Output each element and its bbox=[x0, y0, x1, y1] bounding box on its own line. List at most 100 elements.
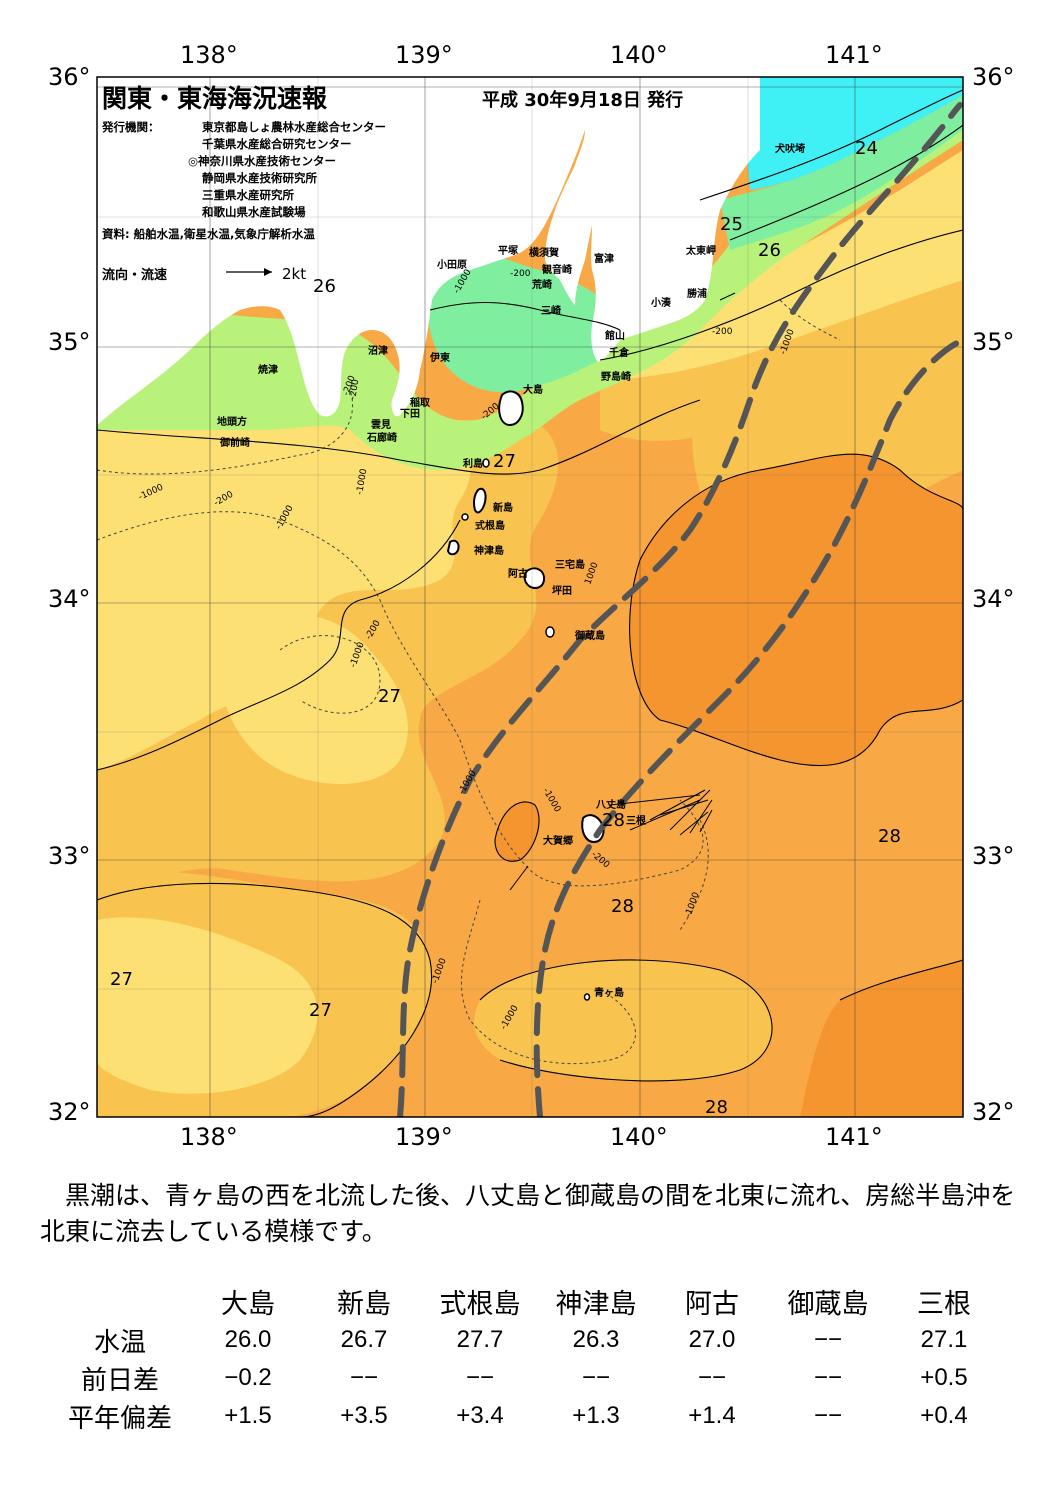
place-inubozaki: 犬吠埼 bbox=[775, 142, 805, 155]
kuroshio-outer-boundary bbox=[533, 337, 963, 1117]
tick-lat-35-right: 35° bbox=[972, 328, 1015, 356]
place-hachijojima: 八丈島 bbox=[595, 798, 626, 811]
flow-legend: 流向・流速 2kt bbox=[102, 265, 306, 283]
table-cell: +1.4 bbox=[688, 1402, 736, 1429]
island-oshima bbox=[498, 390, 524, 427]
island-temperature-table: 大島 新島 式根島 神津島 阿古 御蔵島 三根 水温 26.0 26.7 27.… bbox=[50, 1282, 1002, 1435]
place-nojimazaki: 野島崎 bbox=[601, 370, 631, 383]
tick-lon-139-bottom: 139° bbox=[395, 1123, 453, 1151]
depth-label: -200 bbox=[712, 327, 733, 337]
sst-zone-23-24-north bbox=[426, 240, 620, 393]
sst-zone-28-plus-hachijo bbox=[495, 801, 540, 862]
place-kozushima: 神津島 bbox=[474, 544, 504, 557]
issuer-6: 和歌山県水産試験場 bbox=[202, 205, 306, 219]
place-katsuura: 勝浦 bbox=[687, 287, 707, 300]
tick-lat-35-left: 35° bbox=[48, 328, 91, 356]
isotherm-label: 28 bbox=[705, 1097, 728, 1118]
place-ako: 阿古 bbox=[508, 567, 528, 580]
place-okago: 大賀郷 bbox=[543, 834, 573, 847]
island-aogashima bbox=[583, 993, 591, 1001]
tick-lat-34-left: 34° bbox=[48, 585, 91, 613]
table-column-header: 阿古 bbox=[685, 1289, 739, 1320]
place-odawara: 小田原 bbox=[436, 258, 467, 271]
table-row-label: 前日差 bbox=[80, 1365, 159, 1396]
issue-date: 平成 30年9月18日 発行 bbox=[482, 89, 683, 111]
place-yaizu: 焼津 bbox=[258, 363, 278, 376]
table-row-label: 水温 bbox=[93, 1327, 146, 1358]
place-tsubota: 坪田 bbox=[552, 584, 572, 597]
place-shimoda: 下田 bbox=[400, 408, 420, 420]
table-cell: +0.4 bbox=[920, 1402, 968, 1429]
sst-zone-below-23-northeast bbox=[740, 77, 963, 190]
place-names: 犬吠埼 太東岬 勝浦 小湊 小田原 平塚 横須賀 観音崎 富津 荒崎 三崎 館山… bbox=[217, 142, 805, 999]
kuroshio-axis bbox=[397, 102, 963, 1117]
isotherm-label: 24 bbox=[855, 138, 878, 159]
place-shikinejima: 式根島 bbox=[475, 519, 505, 532]
land-honshu bbox=[97, 77, 760, 425]
table-column-header: 新島 bbox=[337, 1289, 391, 1320]
sst-zone-26-27-aogashima bbox=[474, 960, 773, 1081]
isotherm-labels: 26 24 25 26 27 27 28 28 28 27 27 28 bbox=[110, 138, 901, 1118]
isotherm-label: 28 bbox=[602, 810, 625, 831]
graticule bbox=[97, 77, 963, 1117]
table-cell: −− bbox=[581, 1364, 611, 1391]
table-cell: −− bbox=[349, 1364, 379, 1391]
place-numazu: 沼津 bbox=[368, 344, 388, 357]
isotherms bbox=[97, 89, 963, 1117]
sea-temperature-map: 138° 139° 140° 141° 138° 139° 140° 141° … bbox=[48, 41, 1015, 1151]
place-chikura: 千倉 bbox=[609, 346, 630, 359]
place-kominato: 小湊 bbox=[650, 296, 672, 309]
kuroshio-summary: 黒潮は、青ヶ島の西を北流した後、八丈島と御蔵島の間を北東に流れ、房総半島沖を北東… bbox=[40, 1181, 1016, 1246]
place-mikurajima: 御蔵島 bbox=[574, 629, 605, 642]
tick-lon-138-top: 138° bbox=[180, 41, 238, 69]
place-inatori: 稲取 bbox=[410, 396, 431, 409]
place-taitomisaki: 太東岬 bbox=[685, 244, 716, 257]
issuer-5: 三重県水産研究所 bbox=[202, 188, 294, 202]
table-cell: 27.1 bbox=[920, 1326, 968, 1353]
table-cell: +0.5 bbox=[920, 1364, 968, 1391]
issuers-label: 発行機関： bbox=[101, 120, 160, 134]
tick-lat-33-left: 33° bbox=[48, 842, 91, 870]
place-misaki: 三崎 bbox=[541, 304, 561, 317]
current-vectors bbox=[509, 292, 736, 891]
flow-legend-label: 流向・流速 bbox=[102, 267, 167, 283]
isotherm-label: 26 bbox=[758, 240, 781, 261]
place-omaezaki: 御前崎 bbox=[219, 436, 250, 449]
tick-lon-140-bottom: 140° bbox=[610, 1123, 668, 1151]
table-cell: −− bbox=[813, 1364, 843, 1391]
table-cell: +3.4 bbox=[456, 1402, 504, 1429]
arrowhead-icon bbox=[264, 268, 272, 276]
table-column-header: 大島 bbox=[221, 1289, 275, 1320]
sst-zone-25-26-west bbox=[97, 420, 471, 770]
island-mikurajima bbox=[545, 626, 555, 638]
tick-lat-36-left: 36° bbox=[48, 63, 91, 91]
place-hiratsuka: 平塚 bbox=[498, 244, 518, 257]
table-cell: +1.3 bbox=[572, 1402, 620, 1429]
table-column-header: 神津島 bbox=[555, 1289, 637, 1320]
place-irozaki: 石廊崎 bbox=[366, 431, 397, 444]
tick-lon-140-top: 140° bbox=[610, 41, 668, 69]
map-title: 関東・東海海況速報 bbox=[102, 84, 328, 113]
latitude-ticks-right: 36° 35° 34° 33° 32° bbox=[972, 63, 1015, 1126]
table-column-header: 御蔵島 bbox=[787, 1289, 869, 1320]
isotherm-label: 27 bbox=[110, 969, 133, 990]
table-row: 水温 26.0 26.7 27.7 26.3 27.0 −− 27.1 bbox=[50, 1321, 1002, 1359]
island-kozushima bbox=[446, 539, 460, 556]
depth-contours bbox=[97, 299, 841, 1065]
minor-grid bbox=[97, 77, 963, 1117]
tick-lon-139-top: 139° bbox=[395, 41, 453, 69]
map-frame bbox=[96, 76, 964, 1118]
isotherm-label: 26 bbox=[313, 276, 336, 297]
island-shikinejima bbox=[461, 513, 469, 521]
issuer-2: 千葉県水産総合研究センター bbox=[202, 137, 352, 151]
table-cell: +1.5 bbox=[224, 1402, 272, 1429]
longitude-ticks-bottom: 138° 139° 140° 141° bbox=[180, 1123, 883, 1151]
tick-lon-141-bottom: 141° bbox=[825, 1123, 883, 1151]
tick-lon-138-bottom: 138° bbox=[180, 1123, 238, 1151]
flow-legend-unit: 2kt bbox=[282, 265, 306, 283]
isotherm-label: 28 bbox=[878, 826, 901, 847]
sst-zone-25-26-south bbox=[97, 917, 318, 1094]
isotherm-label: 27 bbox=[493, 451, 516, 472]
isotherm-label: 28 bbox=[611, 896, 634, 917]
place-toshima: 利島 bbox=[463, 457, 483, 470]
